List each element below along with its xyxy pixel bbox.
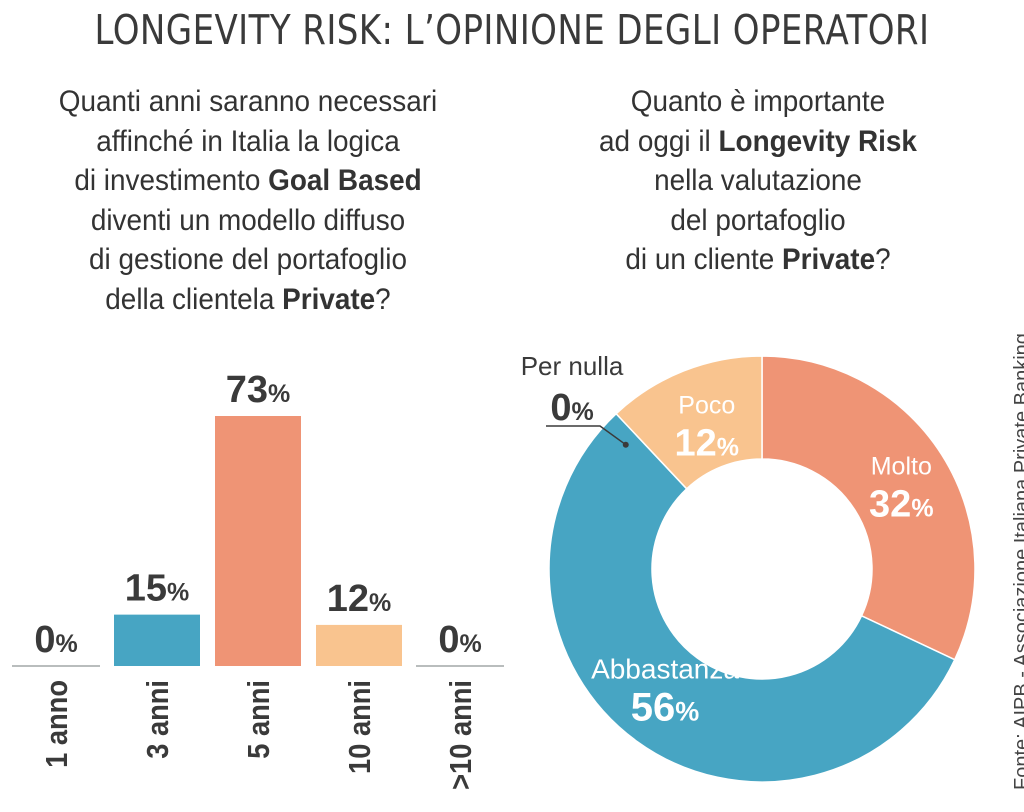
question-line: diventi un modello diffuso — [17, 201, 478, 241]
source-note: Fonte: AIPB - Associazione Italiana Priv… — [1011, 333, 1024, 790]
bar-category-label: 1 anno — [40, 680, 74, 768]
value-percent-sign: % — [911, 495, 933, 523]
value-percent-sign: % — [268, 380, 290, 408]
donut-slice — [761, 355, 976, 661]
value-percent-sign: % — [675, 696, 699, 726]
question-text: Quanto è importante — [630, 85, 886, 118]
slice-name-label: Per nulla — [521, 351, 624, 381]
bar-value-label: 15% — [125, 568, 190, 610]
value-percent-sign: % — [55, 630, 77, 658]
question-bold-text: Longevity Risk — [718, 124, 917, 158]
question-text: affinché in Italia la logica — [96, 124, 400, 158]
question-text: della clientela — [105, 282, 283, 316]
value-percent-sign: % — [369, 589, 391, 617]
question-text: ad oggi il — [599, 124, 719, 158]
value-percent-sign: % — [717, 434, 739, 462]
donut-slice — [615, 355, 763, 490]
slice-name-label: Poco — [678, 392, 735, 420]
value-number: 32 — [869, 484, 911, 526]
bar-value-label: 0% — [34, 619, 77, 661]
question-line: di gestione del portafoglio — [17, 240, 478, 280]
question-text: diventi un modello diffuso — [90, 203, 406, 237]
question-bold-text: Private — [782, 243, 876, 276]
question-line: di un cliente Private? — [526, 240, 991, 280]
bar — [114, 614, 200, 666]
question-line: della clientela Private? — [17, 280, 478, 320]
slice-name-label: Molto — [871, 453, 932, 481]
bar-value-label: 12% — [327, 578, 392, 620]
question-left: Quanti anni saranno necessari affinché in… — [17, 82, 478, 319]
question-line: nella valutazione — [526, 161, 991, 201]
question-bold-text: Private — [282, 282, 376, 316]
question-line: di investimento Goal Based — [17, 161, 478, 201]
value-number: 12 — [675, 423, 717, 465]
slice-value-label: 32% — [869, 484, 934, 526]
slice-value-label: 12% — [675, 423, 740, 465]
question-right: Quanto è importante ad oggi il Longevity … — [526, 82, 991, 280]
question-line: affinché in Italia la logica — [17, 122, 478, 162]
donut-slice — [548, 412, 956, 783]
value-number: 0 — [550, 387, 571, 429]
slice-value-label: 56% — [631, 685, 700, 729]
value-number: 15 — [125, 568, 167, 610]
bar-category-label: 10 anni — [343, 680, 377, 774]
question-text: di un cliente — [625, 243, 783, 276]
question-text: ? — [875, 243, 891, 276]
value-percent-sign: % — [459, 630, 481, 658]
bar-category-label: 3 anni — [141, 680, 175, 759]
leader-line — [546, 425, 627, 446]
value-percent-sign: % — [167, 579, 189, 607]
value-percent-sign: % — [571, 398, 593, 426]
value-number: 0 — [438, 619, 459, 661]
value-number: 73 — [226, 369, 268, 411]
value-number: 12 — [327, 578, 369, 620]
question-line: del portafoglio — [526, 201, 991, 241]
question-text: del portafoglio — [670, 203, 846, 237]
value-number: 56 — [631, 685, 676, 729]
question-line: Quanti anni saranno necessari — [17, 82, 478, 122]
bar — [215, 416, 301, 666]
bar-value-label: 0% — [438, 619, 481, 661]
value-number: 0 — [34, 619, 55, 661]
bar-category-label: 5 anni — [242, 680, 276, 759]
slice-name-label: Abbastanza — [591, 653, 739, 684]
question-line: Quanto è importante — [526, 82, 991, 122]
question-text: Quanti anni saranno necessari — [58, 85, 438, 118]
question-text: nella valutazione — [654, 164, 862, 197]
bar-category-label: >10 anni — [444, 680, 478, 790]
question-text: di investimento — [74, 164, 269, 197]
question-text: di gestione del portafoglio — [88, 243, 407, 276]
chart-title: LONGEVITY RISK: L’OPINIONE DEGLI OPERATO… — [94, 6, 930, 54]
question-line: ad oggi il Longevity Risk — [526, 122, 991, 162]
bar — [316, 624, 402, 666]
question-text: ? — [375, 282, 391, 316]
slice-value-label: 0% — [550, 387, 593, 429]
question-bold-text: Goal Based — [268, 164, 422, 197]
bar-value-label: 73% — [226, 369, 291, 411]
